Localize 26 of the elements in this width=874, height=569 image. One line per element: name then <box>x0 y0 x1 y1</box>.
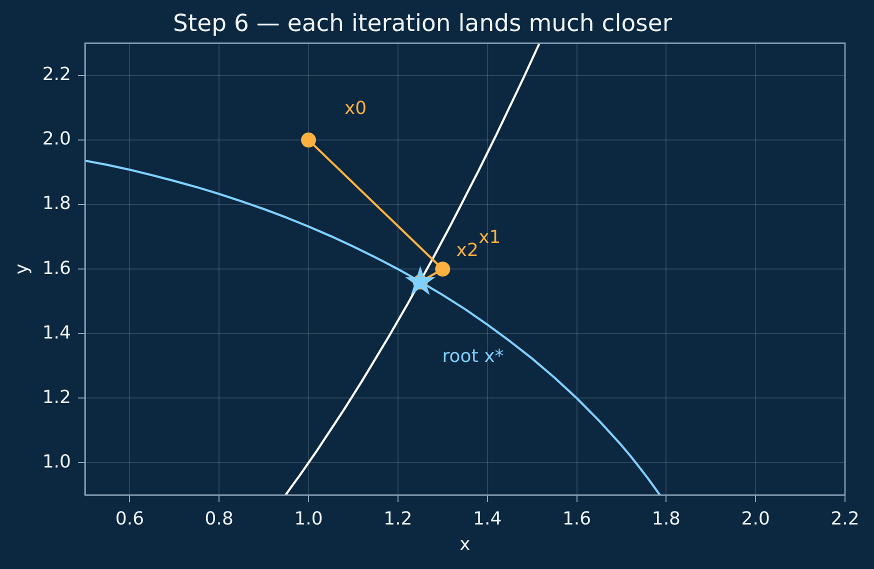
x-tick-label: 1.6 <box>562 508 592 530</box>
x-tick-label: 0.6 <box>115 508 144 530</box>
y-tick-label: 1.8 <box>42 193 71 214</box>
y-tick-label: 1.2 <box>42 386 71 408</box>
y-tick-label: 1.4 <box>42 322 71 344</box>
text: root x* <box>442 346 504 368</box>
y-tick-label: 2.0 <box>42 128 71 150</box>
x-tick-label: 1.0 <box>294 508 323 530</box>
chart-title: Step 6 — each iteration lands much closer <box>173 9 672 38</box>
x-tick-label: 2.0 <box>741 508 770 530</box>
x-tick-label: 2.2 <box>830 508 860 530</box>
point <box>301 132 316 148</box>
y-tick-label: 1.0 <box>42 451 71 472</box>
x-tick-label: 1.4 <box>473 508 502 530</box>
x-tick-label: 0.8 <box>204 508 234 530</box>
x-tick-label: 1.8 <box>652 508 680 530</box>
annotation: x1 <box>478 227 501 248</box>
y-axis-title: y <box>11 263 32 274</box>
x-tick-label: 1.2 <box>384 508 412 530</box>
annotation: x0 <box>344 98 367 120</box>
y-tick-label: 2.2 <box>42 64 71 86</box>
point <box>435 262 450 277</box>
x-axis-title: x <box>460 534 471 555</box>
point <box>405 266 436 295</box>
y-tick-label: 1.6 <box>42 258 71 279</box>
annotation: x2 <box>456 240 478 262</box>
